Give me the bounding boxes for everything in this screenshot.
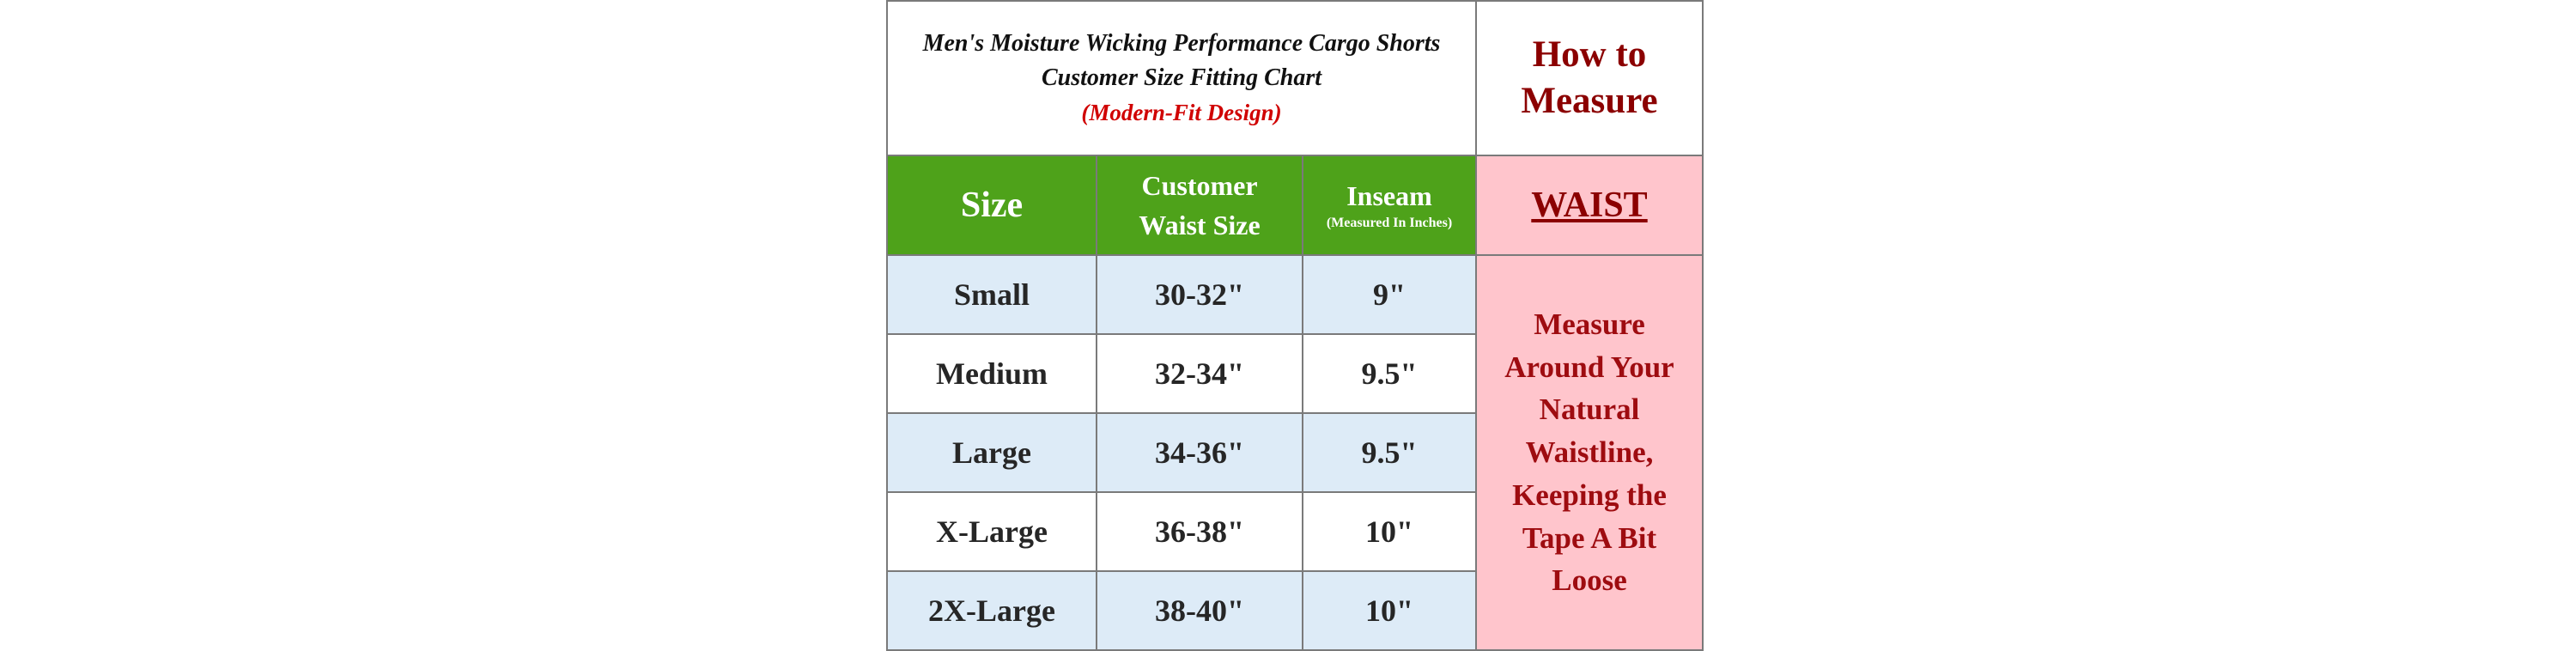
header-waist: Customer Waist Size <box>1096 155 1303 256</box>
waist-cell: 32-34" <box>1096 333 1303 414</box>
instruction-line: Loose <box>1552 563 1627 598</box>
how-to-line-1: How to <box>1532 34 1647 76</box>
header-waist-line-2: Waist Size <box>1139 210 1261 240</box>
fit-design-note: (Modern-Fit Design) <box>1081 100 1282 126</box>
chart-subtitle: Customer Size Fitting Chart <box>1042 64 1321 92</box>
measure-label: WAIST <box>1531 186 1648 225</box>
size-chart-table: Men's Moisture Wicking Performance Cargo… <box>886 0 1704 651</box>
instruction-line: Natural <box>1539 392 1640 427</box>
instruction-line: Around Your <box>1504 350 1674 384</box>
waist-cell: 38-40" <box>1096 570 1303 651</box>
table-row: 2X-Large 38-40" 10" <box>886 570 1703 651</box>
header-inseam-label: Inseam <box>1346 179 1432 211</box>
how-to-line-2: Measure <box>1521 81 1658 121</box>
size-cell: Medium <box>886 333 1097 414</box>
waist-cell: 30-32" <box>1096 254 1303 335</box>
size-cell: Small <box>886 254 1097 335</box>
inseam-cell: 10" <box>1302 491 1477 572</box>
header-inseam-note: (Measured In Inches) <box>1326 215 1453 230</box>
waist-cell: 34-36" <box>1096 412 1303 493</box>
table-row: X-Large 36-38" 10" <box>886 491 1703 572</box>
table-row: Large 34-36" 9.5" <box>886 412 1703 493</box>
title-row: Men's Moisture Wicking Performance Cargo… <box>886 0 1704 156</box>
header-row: Size Customer Waist Size Inseam (Measure… <box>886 155 1704 256</box>
header-size: Size <box>886 155 1097 256</box>
how-to-measure-heading: How to Measure <box>1475 0 1704 156</box>
instruction-line: Keeping the <box>1512 478 1667 512</box>
product-title: Men's Moisture Wicking Performance Cargo… <box>922 29 1441 57</box>
inseam-cell: 9" <box>1302 254 1477 335</box>
waist-cell: 36-38" <box>1096 491 1303 572</box>
inseam-cell: 9.5" <box>1302 333 1477 414</box>
instruction-line: Waistline, <box>1525 435 1654 470</box>
table-row: Small 30-32" 9" Measure Around Your Natu… <box>886 254 1704 651</box>
size-cell: X-Large <box>886 491 1097 572</box>
header-inseam: Inseam (Measured In Inches) <box>1302 155 1477 256</box>
inseam-cell: 10" <box>1302 570 1477 651</box>
measure-label-cell: WAIST <box>1475 155 1704 256</box>
header-waist-line-1: Customer <box>1141 169 1258 201</box>
inseam-cell: 9.5" <box>1302 412 1477 493</box>
table-row: Medium 32-34" 9.5" <box>886 333 1703 414</box>
measure-instructions: Measure Around Your Natural Waistline, K… <box>1475 254 1704 651</box>
instruction-line: Measure <box>1534 307 1645 342</box>
chart-title: Men's Moisture Wicking Performance Cargo… <box>886 0 1477 156</box>
size-cell: 2X-Large <box>886 570 1097 651</box>
size-cell: Large <box>886 412 1097 493</box>
instruction-line: Tape A Bit <box>1522 520 1657 555</box>
